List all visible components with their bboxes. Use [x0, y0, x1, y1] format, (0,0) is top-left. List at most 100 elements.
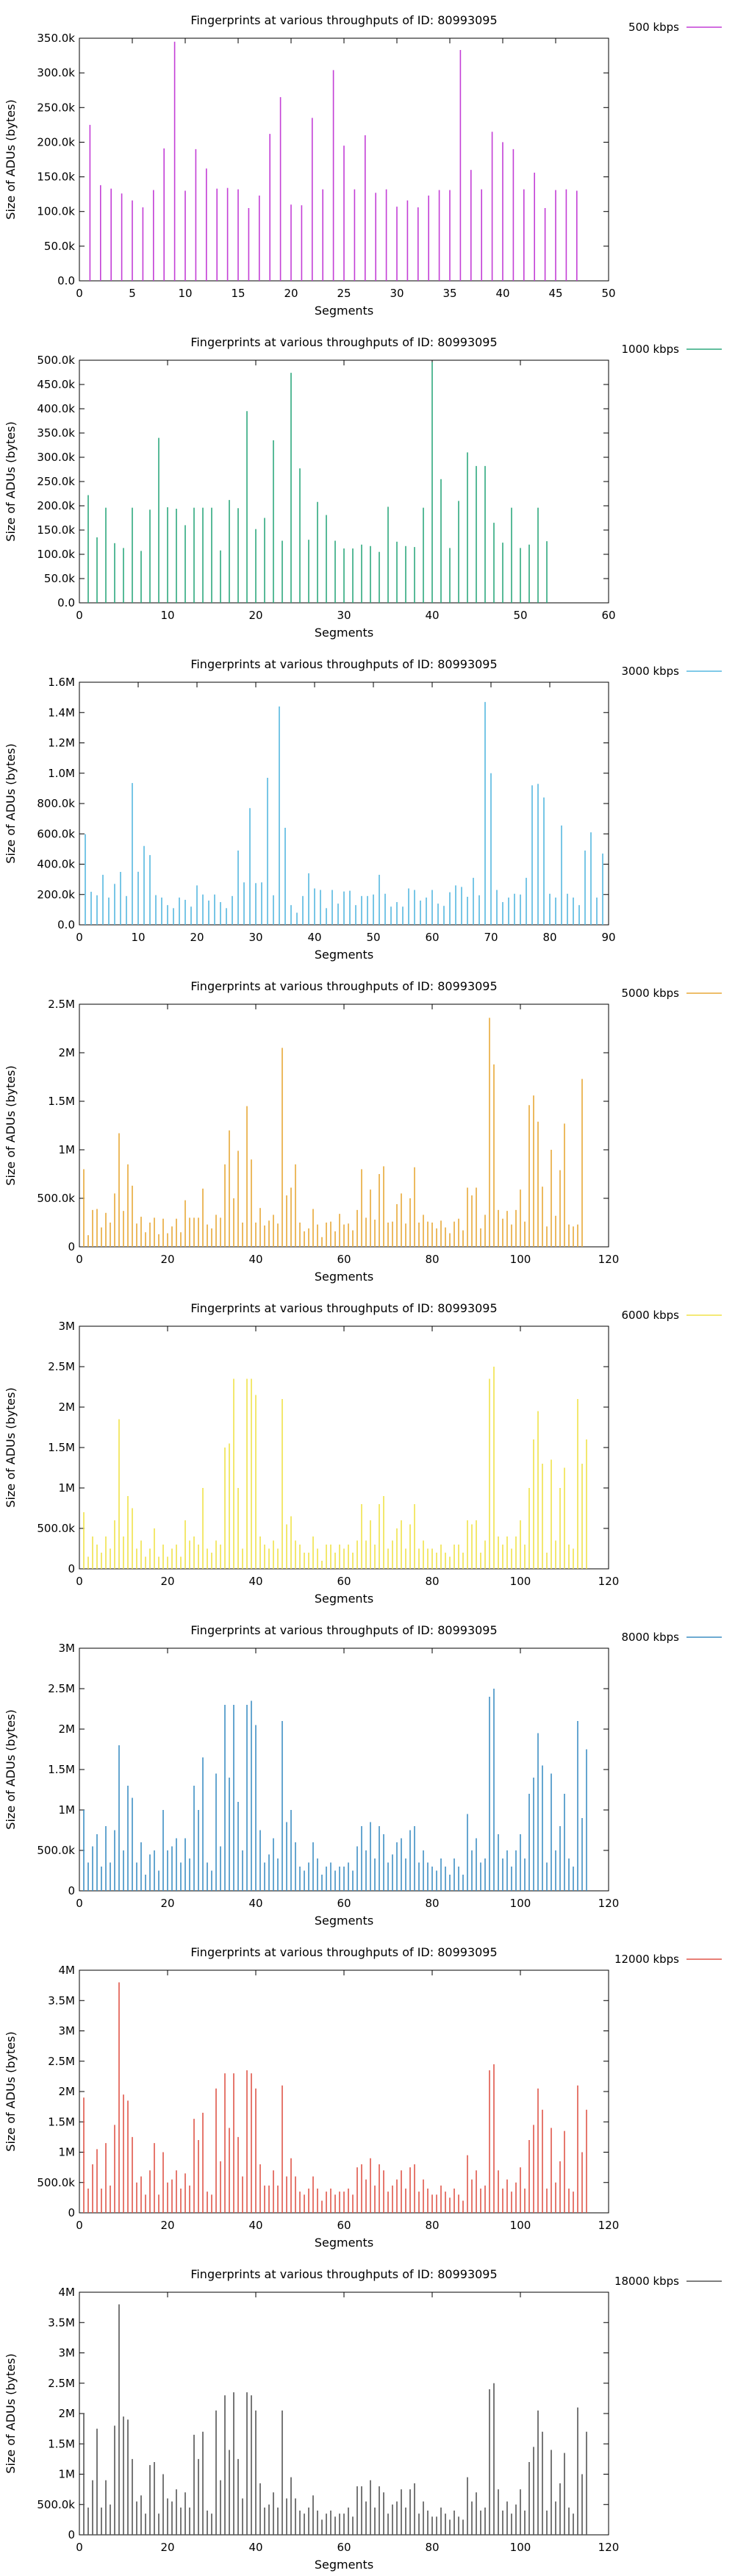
x-tick-label: 10 — [160, 609, 174, 622]
y-tick-label: 1M — [59, 2146, 76, 2159]
x-tick-label: 20 — [160, 2219, 174, 2232]
x-tick-label: 35 — [442, 287, 456, 300]
y-tick-label: 0 — [68, 2528, 75, 2541]
x-tick-label: 80 — [425, 2541, 439, 2554]
x-tick-label: 120 — [598, 2219, 620, 2232]
y-tick-label: 50.0k — [44, 240, 75, 253]
x-tick-label: 25 — [337, 287, 351, 300]
y-tick-label: 150.0k — [37, 171, 75, 184]
y-tick-label: 200.0k — [37, 135, 75, 149]
y-tick-label: 2M — [59, 1046, 76, 1059]
x-tick-label: 120 — [598, 1575, 620, 1588]
x-tick-label: 40 — [248, 2541, 262, 2554]
y-tick-label: 1M — [59, 1803, 76, 1817]
y-tick-label: 0 — [68, 1240, 75, 1253]
x-tick-label: 30 — [390, 287, 404, 300]
y-tick-label: 1.2M — [48, 737, 75, 750]
x-axis-label: Segments — [315, 2558, 373, 2572]
y-tick-label: 350.0k — [37, 426, 75, 440]
y-tick-label: 1.0M — [48, 767, 75, 780]
chart-panel-18000kbps: Fingerprints at various throughputs of I… — [0, 2254, 735, 2576]
y-tick-label: 2.5M — [48, 998, 75, 1011]
x-tick-label: 30 — [337, 609, 351, 622]
x-tick-label: 10 — [178, 287, 192, 300]
x-tick-label: 0 — [76, 1253, 83, 1266]
x-tick-label: 20 — [160, 1575, 174, 1588]
x-axis-label: Segments — [315, 304, 373, 318]
y-tick-label: 250.0k — [37, 101, 75, 114]
x-tick-label: 100 — [510, 1575, 531, 1588]
x-tick-label: 20 — [160, 1253, 174, 1266]
x-tick-label: 60 — [601, 609, 615, 622]
y-tick-label: 3M — [59, 2347, 76, 2360]
y-tick-label: 1M — [59, 1143, 76, 1156]
y-tick-label: 300.0k — [37, 66, 75, 79]
chart-svg: Fingerprints at various throughputs of I… — [4, 1623, 722, 1928]
x-tick-label: 40 — [248, 1575, 262, 1588]
legend-label: 1000 kbps — [622, 343, 680, 356]
y-tick-label: 3.5M — [48, 2316, 75, 2329]
y-tick-label: 200.0k — [37, 499, 75, 512]
x-tick-label: 100 — [510, 1897, 531, 1910]
x-tick-label: 60 — [337, 1575, 351, 1588]
x-tick-label: 120 — [598, 1253, 620, 1266]
y-tick-label: 500.0k — [37, 1522, 75, 1535]
x-tick-label: 40 — [248, 1253, 262, 1266]
y-tick-label: 500.0k — [37, 354, 75, 367]
x-tick-label: 0 — [76, 609, 83, 622]
chart-panel-500kbps: Fingerprints at various throughputs of I… — [0, 0, 735, 322]
y-tick-label: 2M — [59, 1722, 76, 1736]
x-tick-label: 40 — [307, 931, 321, 944]
x-tick-label: 60 — [337, 2541, 351, 2554]
x-tick-label: 20 — [248, 609, 262, 622]
x-axis-label: Segments — [315, 1914, 373, 1928]
x-tick-label: 0 — [76, 931, 83, 944]
y-tick-label: 800.0k — [37, 797, 75, 810]
y-tick-label: 0 — [68, 1884, 75, 1897]
x-tick-label: 50 — [601, 287, 615, 300]
y-tick-label: 2M — [59, 1400, 76, 1414]
y-tick-label: 500.0k — [37, 1192, 75, 1205]
y-axis-label: Size of ADUs (bytes) — [4, 421, 18, 541]
legend-label: 12000 kbps — [614, 1953, 679, 1966]
x-tick-label: 0 — [76, 2541, 83, 2554]
y-tick-label: 500.0k — [37, 2498, 75, 2511]
x-tick-label: 100 — [510, 2541, 531, 2554]
chart-svg: Fingerprints at various throughputs of I… — [4, 657, 722, 962]
y-tick-label: 350.0k — [37, 32, 75, 45]
y-axis-label: Size of ADUs (bytes) — [4, 1709, 18, 1829]
chart-panel-1000kbps: Fingerprints at various throughputs of I… — [0, 322, 735, 644]
x-tick-label: 40 — [425, 609, 439, 622]
y-tick-label: 3.5M — [48, 1994, 75, 2007]
y-tick-label: 3M — [59, 1320, 76, 1333]
y-tick-label: 1.5M — [48, 2437, 75, 2450]
y-tick-label: 50.0k — [44, 572, 75, 585]
x-tick-label: 60 — [337, 1253, 351, 1266]
x-tick-label: 120 — [598, 2541, 620, 2554]
chart-svg: Fingerprints at various throughputs of I… — [4, 979, 722, 1284]
chart-title: Fingerprints at various throughputs of I… — [190, 335, 497, 349]
x-tick-label: 40 — [495, 287, 509, 300]
x-tick-label: 20 — [160, 1897, 174, 1910]
y-tick-label: 150.0k — [37, 523, 75, 537]
y-tick-label: 500.0k — [37, 1844, 75, 1857]
y-axis-label: Size of ADUs (bytes) — [4, 1387, 18, 1507]
chart-svg: Fingerprints at various throughputs of I… — [4, 1945, 722, 2250]
x-tick-label: 60 — [337, 1897, 351, 1910]
chart-panel-3000kbps: Fingerprints at various throughputs of I… — [0, 644, 735, 966]
y-tick-label: 2M — [59, 2407, 76, 2420]
y-tick-label: 4M — [59, 1964, 76, 1977]
y-tick-label: 1M — [59, 2468, 76, 2481]
y-tick-label: 400.0k — [37, 402, 75, 415]
legend-label: 6000 kbps — [622, 1309, 680, 1322]
chart-title: Fingerprints at various throughputs of I… — [190, 1301, 497, 1315]
y-tick-label: 1.6M — [48, 676, 75, 689]
chart-title: Fingerprints at various throughputs of I… — [190, 657, 497, 671]
chart-svg: Fingerprints at various throughputs of I… — [4, 335, 722, 640]
x-axis-label: Segments — [315, 1270, 373, 1284]
x-tick-label: 80 — [425, 2219, 439, 2232]
x-tick-label: 20 — [190, 931, 204, 944]
y-tick-label: 600.0k — [37, 827, 75, 840]
x-tick-label: 80 — [425, 1897, 439, 1910]
